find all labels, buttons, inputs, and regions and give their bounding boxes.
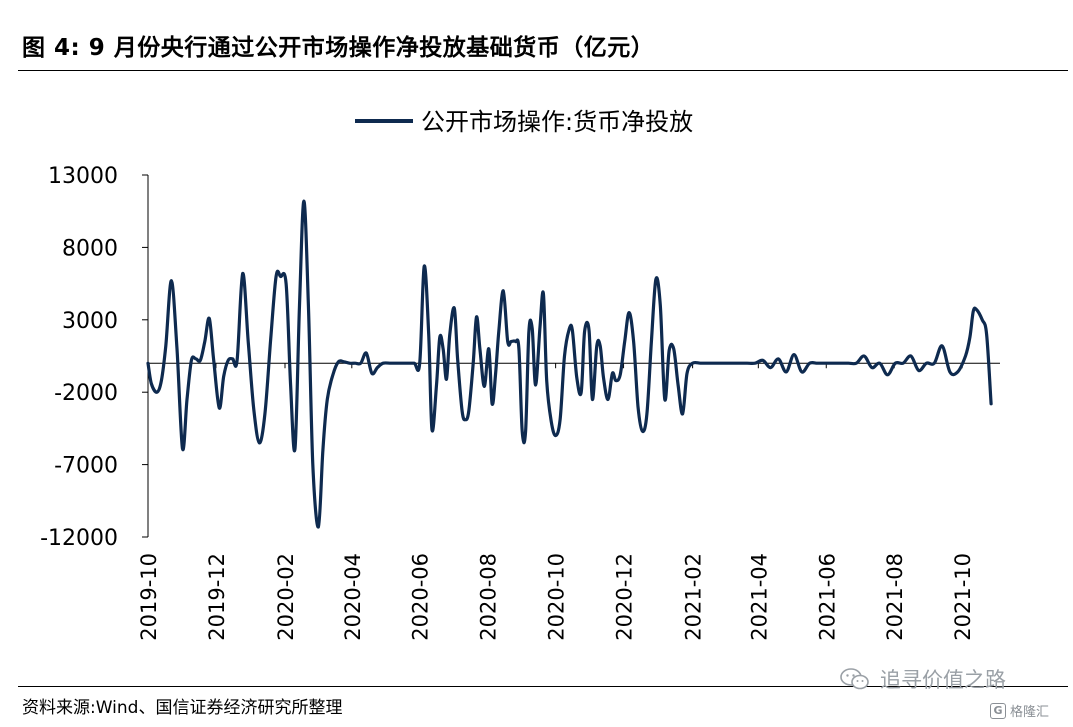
y-tick-label: 8000 bbox=[62, 236, 118, 261]
y-tick-label: -2000 bbox=[54, 381, 118, 406]
x-tick-label: 2021-02 bbox=[682, 553, 706, 641]
figure-title: 图 4: 9 月份央行通过公开市场操作净投放基础货币（亿元） bbox=[22, 35, 655, 61]
y-axis-ticks: 13000 8000 3000 -2000 -7000 -12000 bbox=[40, 164, 148, 551]
watermark-text: 追寻价值之路 bbox=[880, 668, 1006, 692]
legend: 公开市场操作:货币净投放 bbox=[355, 108, 693, 136]
logo: G 格隆汇 bbox=[990, 701, 1049, 720]
x-tick-label: 2021-06 bbox=[815, 553, 839, 641]
line-chart: 公开市场操作:货币净投放 13000 8000 3000 -2000 -7000 -120… bbox=[40, 108, 1000, 641]
x-tick-label: 2020-08 bbox=[477, 553, 501, 641]
bottom-rule bbox=[18, 686, 1068, 687]
x-tick-label: 2020-04 bbox=[341, 553, 365, 641]
logo-icon: G bbox=[990, 702, 1006, 719]
legend-label: 公开市场操作:货币净投放 bbox=[421, 108, 693, 136]
y-tick-label: 3000 bbox=[62, 309, 118, 334]
x-tick-label: 2020-10 bbox=[545, 553, 569, 641]
x-tick-label: 2020-02 bbox=[274, 553, 298, 641]
wechat-icon bbox=[840, 668, 869, 690]
x-tick-label: 2020-06 bbox=[409, 553, 433, 641]
source-note: 资料来源:Wind、国信证券经济研究所整理 bbox=[22, 698, 343, 718]
x-tick-label: 2019-10 bbox=[137, 553, 161, 641]
x-axis-ticks: 2019-10 2019-12 2020-02 2020-04 2020-06 2020-… bbox=[137, 363, 975, 641]
x-tick-label: 2021-10 bbox=[951, 553, 975, 641]
y-tick-label: -7000 bbox=[54, 454, 118, 479]
y-tick-label: 13000 bbox=[48, 164, 118, 189]
watermark: 追寻价值之路 bbox=[840, 664, 1006, 694]
logo-text: 格隆汇 bbox=[1010, 705, 1050, 720]
series-line bbox=[146, 199, 993, 529]
x-tick-label: 2021-08 bbox=[883, 553, 907, 641]
x-tick-label: 2021-04 bbox=[747, 553, 771, 641]
x-tick-label: 2019-12 bbox=[205, 553, 229, 641]
y-tick-label: -12000 bbox=[40, 526, 118, 551]
series-group bbox=[146, 199, 993, 529]
x-tick-label: 2020-12 bbox=[613, 553, 637, 641]
top-rule bbox=[18, 70, 1068, 71]
